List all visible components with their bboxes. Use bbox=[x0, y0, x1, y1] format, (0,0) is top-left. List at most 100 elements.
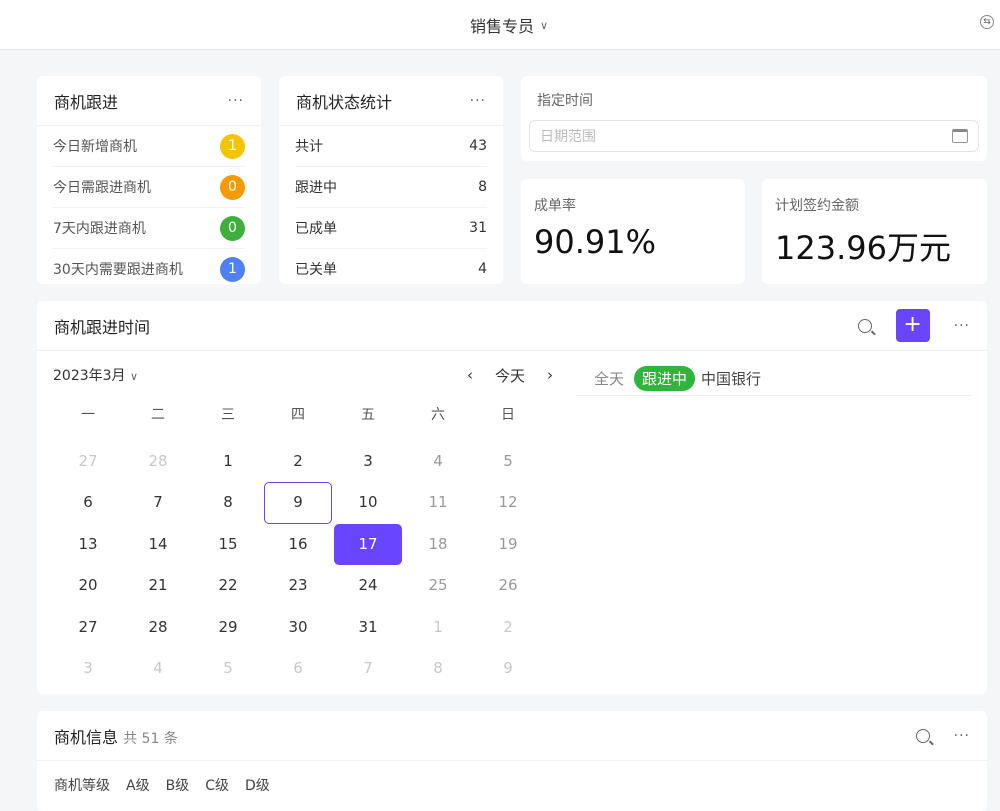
chevron-down-icon: ∨ bbox=[130, 370, 139, 383]
calendar-day[interactable]: 18 bbox=[428, 534, 448, 553]
amount-value: 123.96万元 bbox=[775, 229, 951, 267]
amount-card: 计划签约金额 123.96万元 bbox=[762, 179, 987, 284]
more-icon[interactable]: ··· bbox=[953, 727, 970, 744]
swap-circle-icon[interactable]: ⇆ bbox=[980, 15, 994, 29]
time-card: 指定时间 日期范围 bbox=[521, 76, 987, 161]
rate-value: 90.91% bbox=[534, 223, 657, 261]
calendar-icon[interactable] bbox=[952, 129, 968, 143]
follow-item[interactable]: 30天内需要跟进商机 1 bbox=[53, 249, 245, 284]
status-count: 8 bbox=[478, 179, 487, 195]
level-filter[interactable]: D级 bbox=[244, 778, 270, 794]
calendar-day[interactable]: 22 bbox=[218, 576, 238, 595]
calendar-day[interactable]: 17 bbox=[334, 523, 402, 566]
calendar-day[interactable]: 4 bbox=[433, 452, 443, 470]
calendar-day[interactable]: 31 bbox=[358, 617, 378, 636]
calendar-day[interactable]: 11 bbox=[428, 493, 448, 512]
calendar-day[interactable]: 19 bbox=[498, 534, 518, 553]
filter-label: 商机等级 bbox=[54, 778, 110, 794]
calendar-day[interactable]: 26 bbox=[498, 576, 518, 595]
role-selector[interactable]: 销售专员 ∨ bbox=[470, 13, 548, 37]
month-selector[interactable]: 2023年3月 ∨ bbox=[53, 365, 138, 385]
level-filter[interactable]: A级 bbox=[126, 778, 150, 794]
calendar-day[interactable]: 7 bbox=[153, 493, 163, 512]
weekday-header: 六 bbox=[431, 407, 445, 423]
calendar-day[interactable]: 2 bbox=[293, 452, 303, 470]
follow-label: 今日需跟进商机 bbox=[53, 180, 151, 196]
follow-item[interactable]: 今日需跟进商机 0 bbox=[53, 167, 245, 208]
status-label: 共计 bbox=[295, 139, 323, 155]
search-icon[interactable] bbox=[857, 318, 872, 333]
calendar-day[interactable]: 16 bbox=[288, 534, 308, 553]
follow-label: 今日新增商机 bbox=[53, 139, 137, 155]
date-range-input[interactable]: 日期范围 bbox=[529, 120, 979, 152]
level-filter[interactable]: C级 bbox=[205, 778, 229, 794]
follow-item[interactable]: 今日新增商机 1 bbox=[53, 126, 245, 167]
calendar-day[interactable]: 20 bbox=[78, 576, 98, 595]
rate-label: 成单率 bbox=[534, 198, 576, 214]
calendar-day[interactable]: 13 bbox=[78, 534, 98, 553]
weekday-header: 三 bbox=[221, 407, 235, 423]
status-badge: 跟进中 bbox=[634, 365, 696, 391]
calendar-day[interactable]: 23 bbox=[288, 576, 308, 595]
follow-card: 商机跟进 ··· 今日新增商机 1 今日需跟进商机 0 7天内跟进商机 0 30天内需要跟进商… bbox=[37, 76, 261, 284]
status-item[interactable]: 共计 43 bbox=[295, 126, 487, 167]
today-button[interactable]: 今天 bbox=[494, 366, 525, 385]
calendar-day[interactable]: 1 bbox=[223, 452, 233, 470]
calendar-day[interactable]: 6 bbox=[293, 658, 303, 677]
calendar-day[interactable]: 9 bbox=[503, 658, 513, 677]
event-item[interactable]: 全天 跟进中 中国银行 bbox=[576, 361, 972, 396]
status-item[interactable]: 已成单 31 bbox=[295, 208, 487, 249]
time-label: 指定时间 bbox=[537, 93, 593, 109]
card-title: 商机状态统计 bbox=[296, 92, 393, 112]
calendar-day[interactable]: 27 bbox=[78, 452, 98, 470]
calendar-day[interactable]: 29 bbox=[218, 617, 238, 636]
calendar-day[interactable]: 28 bbox=[148, 452, 168, 470]
calendar-day[interactable]: 24 bbox=[358, 576, 378, 595]
count-badge: 1 bbox=[220, 133, 245, 159]
calendar: 2023年3月 ∨ ‹ 今天 › 一二三四五六日 27 28 1 2 3 4 5 6 7 8 9 10 11 1… bbox=[53, 361, 553, 689]
card-title: 商机信息 bbox=[54, 727, 119, 747]
rate-card: 成单率 90.91% bbox=[521, 179, 745, 284]
weekday-header: 五 bbox=[361, 407, 375, 423]
chevron-down-icon: ∨ bbox=[540, 18, 549, 32]
search-icon[interactable] bbox=[915, 728, 930, 743]
calendar-day[interactable]: 12 bbox=[498, 493, 518, 512]
calendar-day[interactable]: 21 bbox=[148, 576, 168, 595]
calendar-day[interactable]: 25 bbox=[428, 576, 448, 595]
calendar-day[interactable]: 15 bbox=[218, 534, 238, 553]
status-count: 31 bbox=[469, 220, 487, 236]
calendar-day[interactable]: 30 bbox=[288, 617, 308, 636]
weekday-header: 一 bbox=[81, 407, 95, 423]
calendar-day[interactable]: 14 bbox=[148, 534, 168, 553]
follow-label: 30天内需要跟进商机 bbox=[53, 262, 183, 278]
calendar-day[interactable]: 5 bbox=[503, 452, 513, 470]
calendar-day[interactable]: 6 bbox=[83, 493, 93, 512]
status-item[interactable]: 已关单 4 bbox=[295, 249, 487, 284]
calendar-day[interactable]: 28 bbox=[148, 617, 168, 636]
status-card: 商机状态统计 ··· 共计 43 跟进中 8 已成单 31 已关单 4 bbox=[279, 76, 503, 284]
calendar-day[interactable]: 3 bbox=[363, 452, 373, 470]
calendar-day[interactable]: 8 bbox=[223, 493, 233, 512]
follow-item[interactable]: 7天内跟进商机 0 bbox=[53, 208, 245, 249]
info-card: 商机信息 共 51 条 ··· 商机等级 A级 B级 C级 D级 bbox=[37, 711, 987, 811]
calendar-day[interactable]: 8 bbox=[433, 658, 443, 677]
status-item[interactable]: 跟进中 8 bbox=[295, 167, 487, 208]
calendar-day[interactable]: 5 bbox=[223, 658, 233, 677]
more-icon[interactable]: ··· bbox=[953, 317, 970, 334]
calendar-day[interactable]: 27 bbox=[78, 617, 98, 636]
calendar-day[interactable]: 1 bbox=[433, 617, 443, 636]
card-title: 商机跟进 bbox=[54, 92, 119, 112]
prev-month-button[interactable]: ‹ bbox=[466, 366, 473, 384]
calendar-day[interactable]: 10 bbox=[358, 493, 378, 512]
level-filter[interactable]: B级 bbox=[165, 778, 190, 794]
more-icon[interactable]: ··· bbox=[227, 92, 244, 109]
add-button[interactable]: + bbox=[895, 309, 930, 342]
next-month-button[interactable]: › bbox=[547, 366, 553, 384]
calendar-day[interactable]: 3 bbox=[83, 658, 93, 677]
calendar-day[interactable]: 7 bbox=[363, 658, 373, 677]
schedule-card: 商机跟进时间 + ··· 2023年3月 ∨ ‹ 今天 › 一二三四五六日 27 28 1 2… bbox=[37, 301, 987, 694]
calendar-day[interactable]: 9 bbox=[264, 482, 332, 524]
calendar-day[interactable]: 4 bbox=[153, 658, 163, 677]
more-icon[interactable]: ··· bbox=[469, 92, 486, 109]
calendar-day[interactable]: 2 bbox=[503, 617, 513, 636]
